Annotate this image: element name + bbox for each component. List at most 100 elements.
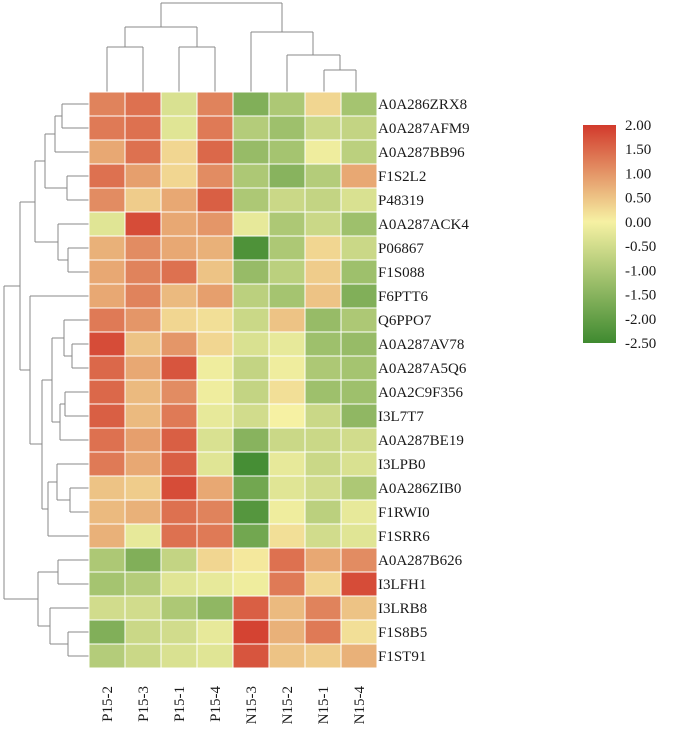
heatmap-cell-P06867-P15-1: [160, 235, 198, 261]
row-label: F1S2L2: [378, 169, 426, 185]
heatmap-cell-A0A286ZIB0-P15-1: [160, 475, 198, 501]
heatmap-cell-F1S2L2-P15-2: [88, 163, 126, 189]
row-labels: A0A286ZRX8 A0A287AFM9 A0A287BB96 F1S2L2 P483…: [378, 97, 470, 665]
heatmap-cell-A0A287AV78-N15-2: [268, 331, 306, 357]
color-scale-tick-labels: 2.00 1.50 1.00 0.50 0.00 -0.50 -1.00 -1.50 -2.00…: [625, 118, 656, 352]
color-scale-tick-label: 1.00: [625, 166, 651, 182]
heatmap-cell-F6PTT6-N15-4: [340, 283, 378, 309]
heatmap-cell-A0A287BE19-P15-2: [88, 427, 126, 453]
heatmap-cell-F1RWI0-N15-2: [268, 499, 306, 525]
heatmap-cell-P48319-N15-3: [232, 187, 270, 213]
heatmap-cell-F1SRR6-P15-4: [196, 523, 234, 549]
heatmap-cell-A0A287A5Q6-N15-4: [340, 355, 378, 381]
heatmap-cell-F1S8B5-P15-3: [124, 619, 162, 645]
heatmap-cell-F1S8B5-P15-1: [160, 619, 198, 645]
heatmap-cell-I3LPB0-P15-3: [124, 451, 162, 477]
heatmap-cell-I3LPB0-P15-1: [160, 451, 198, 477]
heatmap-cell-A0A286ZIB0-P15-2: [88, 475, 126, 501]
color-scale-tick-label: -2.00: [625, 312, 656, 328]
heatmap-cell-A0A287AV78-P15-1: [160, 331, 198, 357]
heatmap-cell-A0A287ACK4-P15-1: [160, 211, 198, 237]
column-label: P15-4: [208, 686, 224, 722]
heatmap-cell-A0A287ACK4-N15-2: [268, 211, 306, 237]
column-label: N15-2: [280, 686, 296, 724]
heatmap-cell-I3LFH1-P15-2: [88, 571, 126, 597]
heatmap-cell-F1S088-P15-3: [124, 259, 162, 285]
heatmap-cell-F1ST91-N15-3: [232, 643, 270, 669]
heatmap-cell-F1SRR6-N15-4: [340, 523, 378, 549]
heatmap-cell-F1S2L2-N15-4: [340, 163, 378, 189]
heatmap-cell-Q6PPO7-N15-1: [304, 307, 342, 333]
heatmap-cell-A0A287ACK4-P15-3: [124, 211, 162, 237]
heatmap-cell-A0A287AFM9-P15-3: [124, 115, 162, 141]
heatmap-cell-I3L7T7-P15-1: [160, 403, 198, 429]
heatmap-cell-I3LFH1-P15-1: [160, 571, 198, 597]
column-label: P15-3: [136, 686, 152, 722]
heatmap-cell-F1ST91-N15-2: [268, 643, 306, 669]
heatmap-cell-F1S088-N15-4: [340, 259, 378, 285]
row-label: I3LRB8: [378, 601, 427, 617]
heatmap-cell-A0A287B626-N15-2: [268, 547, 306, 573]
heatmap-cell-P06867-N15-4: [340, 235, 378, 261]
heatmap-cell-F1S088-P15-4: [196, 259, 234, 285]
heatmap-cell-P06867-N15-1: [304, 235, 342, 261]
heatmap-cell-F1SRR6-N15-3: [232, 523, 270, 549]
heatmap-cell-I3LPB0-N15-4: [340, 451, 378, 477]
heatmap-cell-I3L7T7-N15-3: [232, 403, 270, 429]
heatmap-cell-Q6PPO7-P15-2: [88, 307, 126, 333]
heatmap-cell-A0A286ZIB0-N15-2: [268, 475, 306, 501]
heatmap-cell-A0A287B626-N15-1: [304, 547, 342, 573]
color-scale-tick-label: 0.50: [625, 191, 651, 207]
heatmap-cell-A0A287AV78-N15-1: [304, 331, 342, 357]
heatmap-cell-I3LFH1-P15-3: [124, 571, 162, 597]
heatmap-cell-A0A287BB96-N15-4: [340, 139, 378, 165]
heatmap-cell-A0A287B626-N15-4: [340, 547, 378, 573]
heatmap-cell-Q6PPO7-N15-3: [232, 307, 270, 333]
heatmap-cell-A0A286ZIB0-N15-3: [232, 475, 270, 501]
row-label: A0A287BB96: [378, 145, 465, 161]
row-label: A0A286ZRX8: [378, 97, 467, 113]
heatmap-cell-F1RWI0-P15-2: [88, 499, 126, 525]
column-label: N15-1: [316, 686, 332, 724]
color-scale-tick-label: -1.00: [625, 263, 656, 279]
row-label: A0A287AFM9: [378, 121, 470, 137]
heatmap-cell-A0A287ACK4-P15-4: [196, 211, 234, 237]
heatmap-cell-A0A287B626-P15-3: [124, 547, 162, 573]
heatmap-cell-A0A287A5Q6-N15-3: [232, 355, 270, 381]
heatmap-cell-F1S2L2-P15-4: [196, 163, 234, 189]
heatmap-cell-F1S2L2-N15-2: [268, 163, 306, 189]
heatmap-cell-F1S2L2-P15-1: [160, 163, 198, 189]
heatmap-cell-A0A287A5Q6-P15-4: [196, 355, 234, 381]
column-dendrogram: [106, 2, 357, 92]
row-label: P06867: [378, 241, 424, 257]
heatmap-cell-A0A287BB96-P15-3: [124, 139, 162, 165]
heatmap-cell-F1S8B5-N15-2: [268, 619, 306, 645]
row-label: F1ST91: [378, 649, 426, 665]
heatmap-cell-I3LRB8-P15-4: [196, 595, 234, 621]
heatmap-cell-F1S2L2-N15-3: [232, 163, 270, 189]
heatmap-cell-A0A286ZRX8-P15-2: [88, 91, 126, 117]
heatmap-cell-A0A2C9F356-N15-2: [268, 379, 306, 405]
column-label: P15-2: [100, 686, 116, 722]
heatmap-cell-F6PTT6-N15-1: [304, 283, 342, 309]
heatmap-cell-I3L7T7-P15-2: [88, 403, 126, 429]
color-scale-tick-label: 2.00: [625, 118, 651, 134]
heatmap-cell-I3LRB8-P15-1: [160, 595, 198, 621]
heatmap-cell-P48319-P15-4: [196, 187, 234, 213]
heatmap-cell-F1ST91-P15-3: [124, 643, 162, 669]
heatmap-cell-A0A287A5Q6-N15-1: [304, 355, 342, 381]
row-label: F1S088: [378, 265, 425, 281]
heatmap-cell-I3L7T7-P15-4: [196, 403, 234, 429]
heatmap-cell-A0A287A5Q6-P15-1: [160, 355, 198, 381]
heatmap-cell-A0A287BB96-N15-3: [232, 139, 270, 165]
heatmap-cell-F6PTT6-P15-2: [88, 283, 126, 309]
heatmap-cell-F1RWI0-N15-3: [232, 499, 270, 525]
heatmap-cell-A0A287BB96-P15-2: [88, 139, 126, 165]
heatmap-cell-A0A2C9F356-N15-4: [340, 379, 378, 405]
heatmap-cell-P48319-N15-2: [268, 187, 306, 213]
color-scale-tick-label: 1.50: [625, 142, 651, 158]
heatmap-cell-F1S2L2-N15-1: [304, 163, 342, 189]
row-label: A0A2C9F356: [378, 385, 464, 401]
heatmap-cell-I3L7T7-N15-2: [268, 403, 306, 429]
heatmap-cell-F1RWI0-N15-1: [304, 499, 342, 525]
